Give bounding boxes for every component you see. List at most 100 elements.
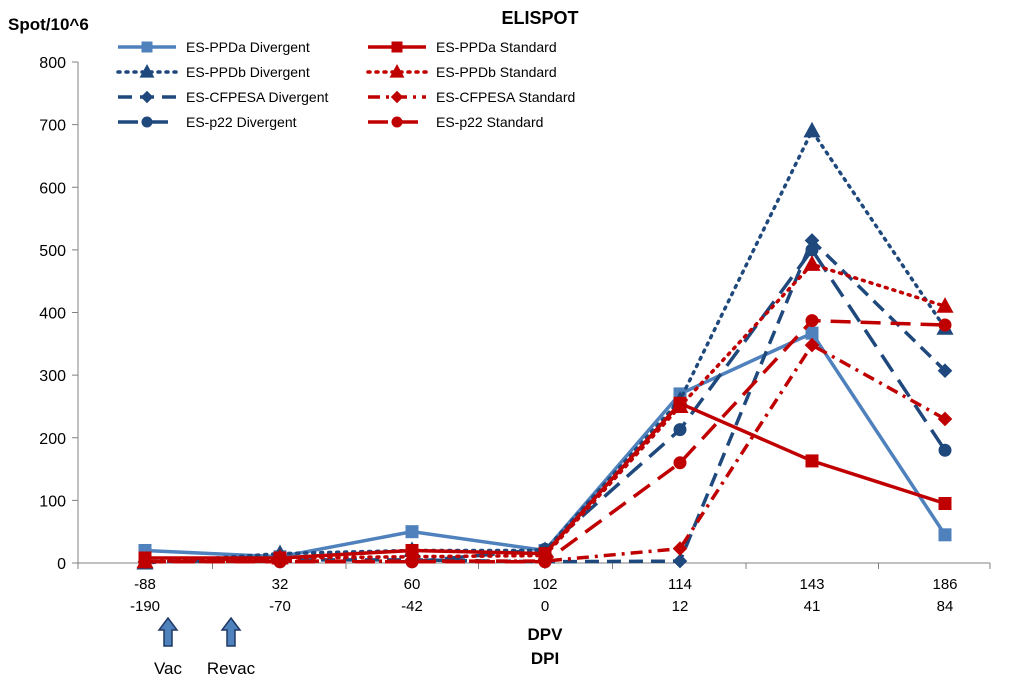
x-tick-label-dpv: 32 — [272, 576, 289, 593]
x-tick-label-dpi: 41 — [804, 598, 821, 615]
y-tick-label: 200 — [39, 431, 66, 448]
data-point — [937, 363, 953, 379]
y-tick-label: 400 — [39, 306, 66, 323]
series-line — [145, 401, 946, 560]
legend-label: ES-CFPESA Standard — [436, 89, 575, 105]
legend-marker — [391, 116, 403, 128]
series-es-ppdb-standard — [136, 255, 954, 569]
series-lines — [136, 121, 954, 570]
x-tick-label-dpi: 0 — [541, 598, 549, 615]
legend-entry: ES-PPDa Standard — [368, 39, 557, 55]
y-axis-label: Spot/10^6 — [8, 15, 89, 34]
data-point — [938, 443, 952, 457]
data-point — [938, 497, 952, 511]
series-line — [143, 262, 947, 564]
legend-label: ES-CFPESA Divergent — [186, 89, 328, 105]
y-tick-label: 300 — [39, 368, 66, 385]
series-es-cfpesa-divergent — [137, 233, 953, 570]
legend-label: ES-PPDb Standard — [436, 64, 557, 80]
x-tick-label-dpv: -88 — [134, 576, 156, 593]
x-tick-label-dpv: 102 — [532, 576, 557, 593]
data-point — [405, 525, 419, 539]
y-tick-label: 600 — [39, 180, 66, 197]
data-point — [938, 528, 952, 542]
y-tick-label: 100 — [39, 493, 66, 510]
legend-label: ES-PPDb Divergent — [186, 64, 310, 80]
x-tick-label-dpv: 186 — [932, 576, 957, 593]
legend-marker — [139, 64, 155, 78]
annotation-vac: Vac — [154, 616, 183, 678]
x-axis-label-dpi: DPI — [531, 649, 559, 668]
series-line — [143, 127, 947, 565]
series-es-p22-standard — [138, 314, 952, 569]
series-line — [144, 330, 947, 559]
data-point — [804, 337, 820, 353]
legend-entry: ES-p22 Standard — [368, 114, 543, 130]
data-point — [672, 541, 688, 556]
annotations: Vac Revac — [154, 616, 256, 678]
legend-marker — [390, 90, 404, 104]
data-point — [671, 397, 689, 413]
series-es-ppda-divergent — [138, 326, 952, 564]
legend-marker — [389, 64, 405, 78]
data-point — [672, 553, 688, 569]
series-es-p22-divergent — [138, 243, 952, 569]
up-arrow-icon — [157, 616, 179, 647]
x-tick-label-dpi: -190 — [130, 598, 160, 615]
x-tick-label-dpv: 114 — [668, 576, 692, 593]
x-tick-label-dpv: 60 — [404, 576, 421, 593]
legend: ES-PPDa Divergent ES-PPDb Divergent ES-CFP… — [116, 39, 575, 130]
x-tick-label-dpi: 84 — [937, 598, 954, 615]
y-tick-label: 500 — [39, 243, 66, 260]
series-line — [144, 342, 946, 564]
series-es-ppda-standard — [138, 396, 952, 565]
legend-entry: ES-CFPESA Standard — [368, 89, 575, 105]
legend-marker — [141, 116, 153, 128]
data-point — [803, 255, 821, 271]
series-line — [145, 318, 946, 564]
data-point — [805, 454, 819, 468]
legend-entry: ES-p22 Divergent — [118, 114, 297, 130]
y-tick-label: 800 — [39, 55, 66, 72]
annotation-label: Revac — [207, 659, 256, 678]
series-line — [144, 237, 947, 564]
annotation-revac: Revac — [207, 616, 256, 678]
data-point — [805, 243, 819, 257]
up-arrow-icon — [220, 616, 242, 647]
data-point — [938, 318, 952, 332]
x-tick-label-dpi: 12 — [672, 598, 689, 615]
data-point — [405, 555, 419, 569]
y-tick-label: 0 — [57, 556, 66, 573]
axes: 0 100 200 300 400 500 600 700 800 -88 -190 32 -70 60 -… — [39, 55, 991, 615]
legend-marker — [141, 41, 153, 53]
series-line — [145, 246, 947, 564]
legend-entry: ES-CFPESA Divergent — [118, 89, 328, 105]
data-point — [803, 121, 821, 138]
legend-label: ES-PPDa Divergent — [186, 39, 310, 55]
x-tick-label-dpi: -70 — [269, 598, 291, 615]
data-point — [538, 555, 552, 569]
legend-entry: ES-PPDa Divergent — [118, 39, 310, 55]
series-es-ppdb-divergent — [136, 121, 954, 570]
data-point — [673, 456, 687, 470]
legend-label: ES-p22 Divergent — [186, 114, 297, 130]
data-point — [673, 423, 687, 437]
legend-entry: ES-PPDb Standard — [366, 64, 557, 80]
legend-marker — [391, 41, 403, 53]
x-axis-label-dpv: DPV — [528, 625, 564, 644]
annotation-label: Vac — [154, 659, 183, 678]
data-point — [138, 555, 152, 569]
x-tick-label-dpv: 143 — [799, 576, 824, 593]
data-point — [273, 555, 287, 569]
legend-entry: ES-PPDb Divergent — [116, 64, 310, 80]
data-point — [937, 411, 953, 427]
data-point — [805, 326, 819, 340]
legend-label: ES-PPDa Standard — [436, 39, 557, 55]
chart-title: ELISPOT — [501, 8, 578, 28]
series-es-cfpesa-standard — [137, 337, 953, 570]
legend-label: ES-p22 Standard — [436, 114, 543, 130]
legend-marker — [140, 90, 154, 104]
x-tick-label-dpi: -42 — [401, 598, 423, 615]
y-tick-label: 700 — [39, 118, 66, 135]
